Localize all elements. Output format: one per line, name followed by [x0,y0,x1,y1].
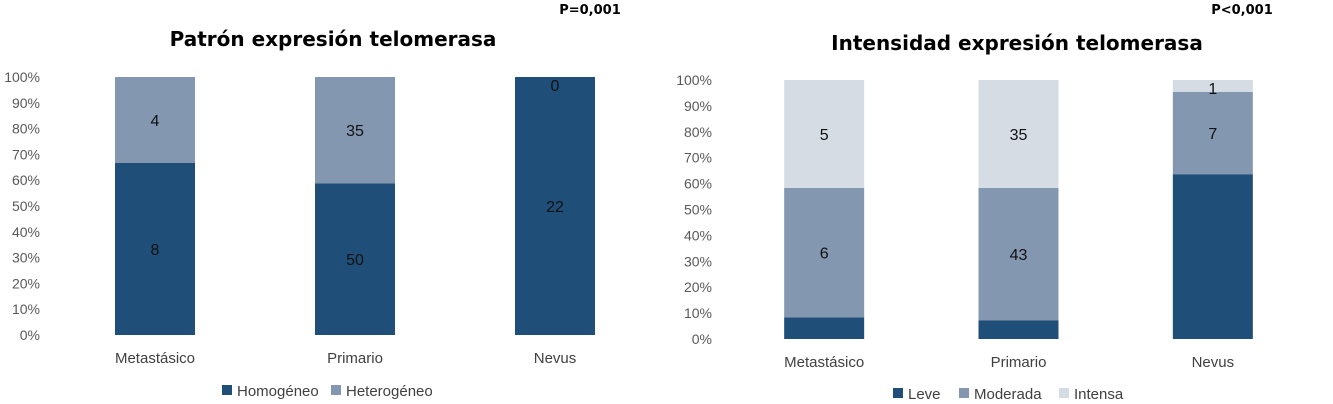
legend-label: Intensa [1074,386,1124,403]
y-tick-label: 70% [12,146,40,162]
data-label: 43 [1010,247,1028,264]
bar-segment [315,183,395,335]
data-label: 22 [546,199,564,216]
legend-label: Moderada [974,386,1042,403]
legend-swatch [331,385,341,395]
data-label: 1 [1208,81,1217,98]
legend-swatch [1059,388,1069,398]
chart-title: Patrón expresión telomerasa [170,27,497,51]
y-tick-label: 50% [684,202,712,218]
bar-segment [515,77,595,335]
y-tick-label: 60% [684,176,712,192]
y-tick-label: 0% [20,327,40,343]
chart-intensidad-expresion: Intensidad expresión telomerasa P<0,001 0%… [676,3,1273,403]
bar-segment [115,163,195,335]
legend-swatch [959,388,969,398]
bar-segment [1172,174,1253,339]
bar-segment [1172,91,1253,175]
p-value-label: P<0,001 [1211,3,1273,18]
y-tick-label: 10% [684,305,712,321]
data-label: 35 [1010,127,1028,144]
legend-label: Leve [908,386,941,403]
y-tick-label: 90% [684,98,712,114]
data-label: 50 [346,252,364,269]
y-tick-label: 30% [684,253,712,269]
y-tick-label: 70% [684,150,712,166]
y-tick-label: 60% [12,172,40,188]
bar-segment [784,80,865,188]
x-tick-label: Nevus [534,350,577,367]
x-tick-label: Nevus [1192,354,1235,371]
x-tick-label: Primario [991,354,1047,371]
y-tick-label: 80% [684,124,712,140]
bar-segment [115,77,195,163]
y-tick-label: 0% [692,331,712,347]
bar-segment [315,77,395,184]
y-tick-label: 80% [12,121,40,137]
y-tick-label: 40% [12,224,40,240]
y-tick-label: 40% [684,227,712,243]
y-tick-label: 100% [4,69,40,85]
y-tick-label: 90% [12,95,40,111]
y-tick-label: 20% [684,279,712,295]
y-tick-label: 20% [12,275,40,291]
bar-segment [978,320,1059,339]
data-label: 6 [820,246,829,263]
bar-segment [1172,80,1253,92]
data-label: 7 [1208,126,1217,143]
chart-patron-expresion: Patrón expresión telomerasa P=0,001 0% 10% 2… [4,3,621,400]
data-label: 0 [551,78,560,95]
bar-segment [978,80,1059,188]
data-label: 35 [346,123,364,140]
x-tick-label: Metastásico [115,350,195,367]
legend-label: Homogéneo [237,383,319,400]
chart-title: Intensidad expresión telomerasa [831,31,1203,55]
data-label: 8 [151,242,160,259]
p-value-label: P=0,001 [559,3,621,18]
x-tick-label: Metastásico [784,354,864,371]
legend-label: Heterogéneo [346,383,433,400]
data-label: 4 [151,113,160,130]
bar-segment [784,187,865,318]
y-tick-label: 50% [12,198,40,214]
legend-swatch [222,385,232,395]
bar-segment [978,187,1059,321]
y-tick-label: 10% [12,301,40,317]
y-tick-label: 30% [12,250,40,266]
bar-segment [784,317,865,339]
data-label: 5 [820,127,829,144]
legend-swatch [893,388,903,398]
y-tick-label: 100% [676,72,712,88]
x-tick-label: Primario [327,350,383,367]
